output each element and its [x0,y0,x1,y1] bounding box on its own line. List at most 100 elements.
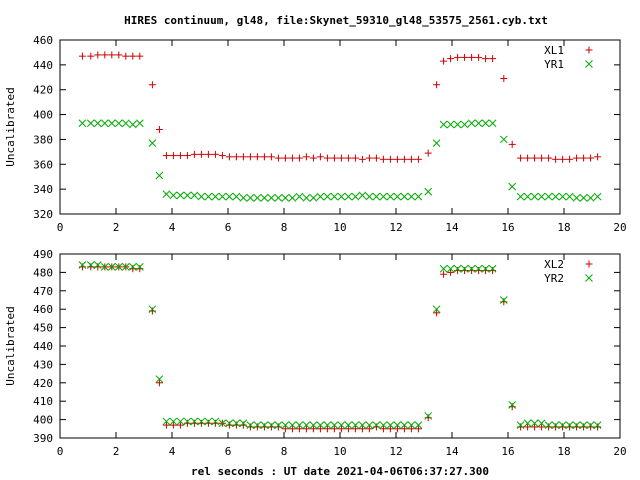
data-point-yr1 [579,193,588,202]
data-point-xl1 [424,149,432,157]
data-point-yr2 [135,263,144,271]
data-point-xl1 [281,154,289,162]
x-tick-label: 4 [169,445,176,458]
x-tick-label: 8 [281,445,288,458]
data-point-xl1 [115,51,123,59]
data-point-yr2 [121,263,130,271]
data-point-yr2 [593,421,602,429]
data-point-xl1 [211,150,219,158]
y-tick-label: 480 [33,266,53,279]
x-tick-label: 2 [113,221,120,234]
data-point-xl1 [538,154,546,162]
data-point-yr1 [267,193,276,202]
data-point-yr2 [267,421,276,429]
data-point-xl1 [136,52,144,60]
data-point-yr2 [78,261,87,269]
data-point-yr2 [481,264,490,273]
data-point-xl2 [281,425,289,433]
data-point-yr1 [107,119,116,128]
data-point-xl2 [169,421,177,429]
data-point-yr1 [211,192,220,201]
data-point-yr2 [386,421,395,429]
data-point-yr1 [365,192,374,201]
data-point-xl2 [358,425,366,433]
data-point-xl2 [309,425,317,433]
y-tick-label: 380 [33,133,53,146]
data-point-xl1 [337,154,345,162]
data-point-xl1 [344,154,352,162]
x-tick-label: 6 [225,445,232,458]
lower-plot: 0 2 4 6 8 10 12 14 16 18 20 390 400 410 420 430 440 450 46… [4,248,627,478]
legend-label: XL2 [544,258,564,271]
data-point-yr1 [197,192,206,201]
data-point-yr1 [225,192,234,201]
data-point-yr1 [351,192,360,201]
data-point-xl1 [468,53,476,61]
data-point-xl1 [108,51,116,59]
data-point-xl1 [190,150,198,158]
data-point-yr2 [344,421,353,429]
y-tick-label: 460 [33,34,53,47]
x-tick-label: 20 [613,221,626,234]
data-point-yr1 [530,192,539,201]
legend-marker-yr1 [585,60,593,68]
x-tick-label: 0 [57,445,64,458]
data-point-xl1 [267,153,275,161]
data-point-xl2 [155,379,163,387]
data-point-yr2 [467,264,476,273]
data-point-xl2 [365,425,373,433]
data-point-yr2 [351,421,360,429]
data-point-xl1 [475,53,483,61]
y-tick-label: 460 [33,303,53,316]
data-point-xl1 [594,153,602,161]
data-point-yr1 [93,119,102,128]
data-point-yr1 [386,192,395,201]
legend-label: YR1 [544,58,564,71]
data-point-xl1 [587,154,595,162]
data-point-yr1 [358,191,367,200]
data-point-yr2 [218,419,227,428]
data-point-xl1 [559,155,567,163]
data-point-yr1 [309,193,318,202]
data-point-yr1 [467,119,476,128]
data-point-xl2 [337,425,345,433]
data-point-xl2 [531,423,539,431]
data-point-xl1 [447,55,455,63]
data-point-yr2 [337,421,346,429]
data-point-yr2 [523,419,532,428]
data-point-yr1 [246,193,255,202]
data-point-yr1 [135,119,144,128]
data-point-xl2 [386,425,394,433]
data-point-xl1 [414,155,422,163]
data-point-yr2 [316,421,325,429]
legend-label: YR2 [544,272,564,285]
data-point-yr1 [218,192,227,201]
data-point-xl1 [260,153,268,161]
x-tick-label: 18 [557,221,570,234]
data-point-yr2 [253,421,262,429]
data-point-yr1 [239,193,248,202]
y-tick-label: 430 [33,358,53,371]
data-point-yr2 [281,421,290,429]
data-point-yr2 [551,421,560,429]
data-point-yr1 [488,119,497,128]
data-point-xl2 [316,425,324,433]
data-point-yr1 [565,192,574,201]
data-point-yr2 [488,264,497,273]
y-tick-label: 440 [33,59,53,72]
data-point-xl2 [302,425,310,433]
x-tick-label: 2 [113,445,120,458]
data-point-yr2 [232,419,241,428]
data-point-yr1 [400,192,409,201]
data-point-xl1 [246,153,254,161]
data-point-yr2 [309,421,318,429]
data-point-xl2 [330,425,338,433]
x-tick-label: 18 [557,445,570,458]
data-point-yr2 [365,421,374,429]
data-point-xl2 [414,425,422,433]
data-point-yr2 [432,305,441,314]
data-point-yr1 [537,192,546,201]
data-point-xl1 [78,52,86,60]
data-point-xl1 [295,154,303,162]
